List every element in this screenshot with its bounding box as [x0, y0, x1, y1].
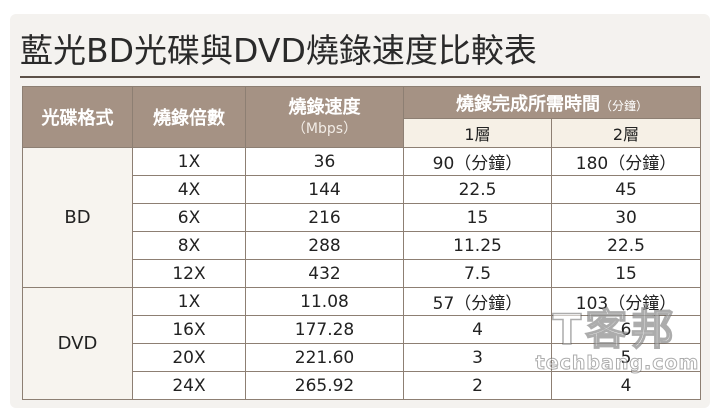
- multiplier-cell: 20X: [132, 343, 246, 372]
- layer2-cell: 30: [550, 203, 702, 232]
- header-time-unit: （分鐘）: [600, 98, 649, 113]
- layer1-cell: 7.5: [403, 259, 552, 288]
- layer2-cell: 5: [550, 343, 702, 372]
- speed-cell: 288: [245, 231, 404, 260]
- multiplier-cell: 12X: [132, 259, 246, 288]
- speed-cell: 11.08: [245, 287, 404, 316]
- header-speed-label: 燒錄速度: [288, 97, 361, 118]
- header-layer-2: 2層: [550, 118, 702, 148]
- format-cell: DVD: [22, 287, 133, 400]
- speed-cell: 36: [245, 147, 404, 176]
- layer1-cell: 4: [403, 315, 552, 344]
- layer2-cell: 45: [550, 175, 702, 204]
- multiplier-cell: 24X: [132, 371, 246, 400]
- multiplier-cell: 1X: [132, 147, 246, 176]
- speed-cell: 144: [245, 175, 404, 204]
- header-time-label: 燒錄完成所需時間: [456, 93, 600, 115]
- layer2-cell: 15: [550, 259, 702, 288]
- header-time: 燒錄完成所需時間（分鐘）: [402, 86, 702, 119]
- layer2-cell: 22.5: [550, 231, 702, 260]
- multiplier-cell: 16X: [132, 315, 246, 344]
- header-multiplier: 燒錄倍數: [132, 86, 246, 148]
- header-layer-1: 1層: [403, 118, 552, 148]
- speed-cell: 432: [245, 259, 404, 288]
- multiplier-cell: 4X: [132, 175, 246, 204]
- table-row: 12X 432 7.5 15: [23, 259, 702, 288]
- multiplier-cell: 1X: [132, 287, 246, 316]
- layer2-cell: 6: [550, 315, 702, 344]
- layer2-cell: 103（分鐘）: [550, 287, 702, 316]
- speed-cell: 177.28: [245, 315, 404, 344]
- table-row: 24X 265.92 2 4: [23, 371, 702, 400]
- table-row: 8X 288 11.25 22.5: [23, 231, 702, 260]
- layer1-cell: 57（分鐘）: [403, 287, 552, 316]
- layer1-cell: 3: [403, 343, 552, 372]
- table-row: 16X 177.28 4 6: [23, 315, 702, 344]
- burn-speed-table: 光碟格式 燒錄倍數 燒錄速度 （Mbps） 燒錄完成所需時間（分鐘） 1層 2層…: [22, 86, 702, 400]
- layer1-cell: 22.5: [403, 175, 552, 204]
- title-divider: [20, 76, 700, 78]
- layer1-cell: 2: [403, 371, 552, 400]
- layer1-cell: 15: [403, 203, 552, 232]
- table-row: BD 1X 36 90（分鐘） 180（分鐘）: [22, 147, 702, 288]
- header-format: 光碟格式: [22, 86, 133, 148]
- layer2-cell: 4: [550, 371, 702, 400]
- header-speed-unit: （Mbps）: [291, 121, 358, 137]
- speed-cell: 221.60: [245, 343, 404, 372]
- table-row: 4X 144 22.5 45: [23, 175, 702, 204]
- speed-cell: 216: [245, 203, 404, 232]
- format-cell: BD: [22, 147, 133, 288]
- table-row: 6X 216 15 30: [23, 203, 702, 232]
- multiplier-cell: 8X: [132, 231, 246, 260]
- layer2-cell: 180（分鐘）: [550, 147, 702, 176]
- table-row: 20X 221.60 3 5: [23, 343, 702, 372]
- table-row: DVD 1X 11.08 57（分鐘） 103（分鐘）: [22, 287, 702, 400]
- page-title: 藍光BD光碟與DVD燒錄速度比較表: [20, 31, 537, 70]
- header-speed: 燒錄速度 （Mbps）: [245, 86, 404, 148]
- layer1-cell: 11.25: [403, 231, 552, 260]
- speed-cell: 265.92: [245, 371, 404, 400]
- layer1-cell: 90（分鐘）: [403, 147, 552, 176]
- multiplier-cell: 6X: [132, 203, 246, 232]
